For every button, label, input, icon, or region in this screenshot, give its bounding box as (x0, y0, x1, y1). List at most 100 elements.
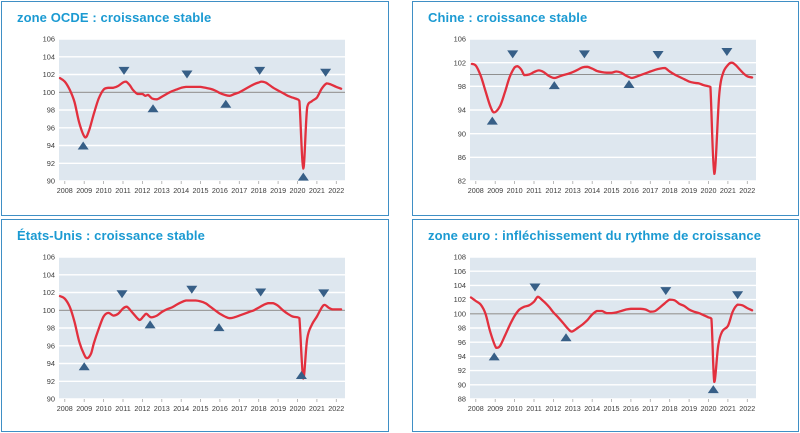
svg-text:2010: 2010 (507, 404, 523, 413)
svg-text:2008: 2008 (468, 186, 484, 195)
svg-text:2008: 2008 (468, 404, 484, 413)
svg-text:2016: 2016 (212, 186, 228, 195)
markers (78, 285, 330, 379)
zone-euro-line-chart: 88 90 92 94 96 98 100 102 104 106 108 2008 2009 2010 2… (413, 252, 798, 420)
marker-triangle-down (721, 48, 733, 56)
marker-triangle-down (318, 289, 330, 298)
y-axis-labels: 88 90 92 94 96 98 100 102 104 106 108 (454, 253, 466, 404)
x-axis-labels: 2008 2009 2010 2011 2012 2013 2014 2015 2016 2017… (468, 186, 756, 195)
svg-text:2015: 2015 (193, 404, 209, 413)
marker-triangle-up (147, 104, 159, 113)
svg-text:2014: 2014 (584, 404, 600, 413)
panel-ocde: zone OCDE : croissance stable 90 92 94 96 98… (1, 1, 389, 216)
svg-text:2016: 2016 (212, 404, 228, 413)
markers (77, 66, 332, 181)
marker-triangle-down (507, 50, 519, 59)
svg-text:2019: 2019 (681, 404, 697, 413)
svg-text:2014: 2014 (584, 186, 600, 195)
marker-triangle-down (186, 285, 198, 294)
svg-text:100: 100 (454, 309, 466, 318)
marker-triangle-up (220, 99, 232, 108)
series-line (469, 295, 754, 384)
svg-text:2022: 2022 (328, 186, 344, 195)
svg-text:104: 104 (43, 52, 55, 61)
svg-text:108: 108 (454, 253, 466, 262)
svg-text:2011: 2011 (526, 404, 541, 413)
marker-triangle-down (529, 283, 541, 292)
svg-text:92: 92 (47, 377, 55, 386)
marker-triangle-down (652, 51, 664, 59)
svg-text:102: 102 (43, 288, 55, 297)
svg-text:2021: 2021 (720, 186, 736, 195)
marker-triangle-up (560, 333, 572, 342)
marker-triangle-up (488, 352, 500, 361)
svg-text:2012: 2012 (134, 186, 150, 195)
svg-text:102: 102 (454, 295, 466, 304)
svg-text:2015: 2015 (193, 186, 209, 195)
x-axis-labels: 2008 2009 2010 2011 2012 2013 2014 2015 2016 2017… (57, 404, 344, 413)
svg-text:2020: 2020 (290, 404, 306, 413)
svg-text:2022: 2022 (739, 404, 755, 413)
svg-text:94: 94 (458, 106, 466, 115)
svg-text:2012: 2012 (134, 404, 150, 413)
marker-triangle-down (732, 291, 744, 300)
svg-text:2013: 2013 (565, 186, 581, 195)
svg-text:2014: 2014 (173, 404, 189, 413)
marker-triangle-up (707, 385, 719, 394)
svg-text:2013: 2013 (154, 186, 170, 195)
svg-text:2022: 2022 (739, 186, 755, 195)
svg-text:2011: 2011 (115, 186, 130, 195)
panel-etats-unis: États-Unis : croissance stable 90 92 94 96 9… (1, 219, 389, 432)
svg-text:2018: 2018 (251, 404, 267, 413)
series-line (470, 61, 754, 176)
panel-chine: Chine : croissance stable 82 86 90 94 98 102 1… (412, 1, 799, 216)
series-line (58, 76, 343, 170)
svg-text:2012: 2012 (545, 404, 561, 413)
x-axis-ticks (475, 399, 748, 402)
marker-triangle-up (295, 371, 307, 379)
svg-text:2011: 2011 (115, 404, 130, 413)
svg-text:106: 106 (454, 35, 466, 44)
marker-triangle-up (144, 320, 156, 329)
svg-text:2009: 2009 (487, 186, 503, 195)
svg-text:2010: 2010 (96, 186, 112, 195)
svg-text:2017: 2017 (231, 186, 247, 195)
marker-triangle-down (254, 66, 266, 75)
svg-text:92: 92 (458, 366, 466, 375)
svg-text:92: 92 (47, 159, 55, 168)
markers (488, 283, 744, 394)
svg-text:2022: 2022 (328, 404, 344, 413)
svg-text:2018: 2018 (251, 186, 267, 195)
svg-text:90: 90 (458, 380, 466, 389)
svg-text:2009: 2009 (487, 404, 503, 413)
svg-text:2018: 2018 (662, 186, 678, 195)
svg-text:88: 88 (458, 395, 466, 404)
svg-text:2015: 2015 (604, 186, 620, 195)
svg-text:94: 94 (458, 352, 466, 361)
y-axis-labels: 90 92 94 96 98 100 102 104 106 (43, 253, 55, 404)
x-axis-ticks (64, 181, 337, 184)
marker-triangle-down (116, 290, 128, 299)
svg-text:2016: 2016 (623, 186, 639, 195)
marker-triangle-down (578, 50, 590, 59)
panel-title-chine: Chine : croissance stable (428, 10, 588, 25)
svg-text:90: 90 (458, 129, 466, 138)
svg-text:2008: 2008 (57, 186, 73, 195)
panel-title-etats-unis: États-Unis : croissance stable (17, 228, 205, 243)
marker-triangle-up (486, 116, 498, 125)
chine-line-chart: 82 86 90 94 98 102 106 2008 2009 2010 2011 2012 2013… (413, 34, 798, 202)
x-axis-ticks (64, 399, 337, 402)
svg-text:2019: 2019 (681, 186, 697, 195)
svg-text:2020: 2020 (290, 186, 306, 195)
svg-text:102: 102 (43, 70, 55, 79)
svg-text:2021: 2021 (309, 404, 325, 413)
svg-text:100: 100 (43, 88, 55, 97)
y-axis-labels: 82 86 90 94 98 102 106 (454, 35, 466, 186)
svg-text:2016: 2016 (623, 404, 639, 413)
marker-triangle-up (77, 141, 89, 150)
